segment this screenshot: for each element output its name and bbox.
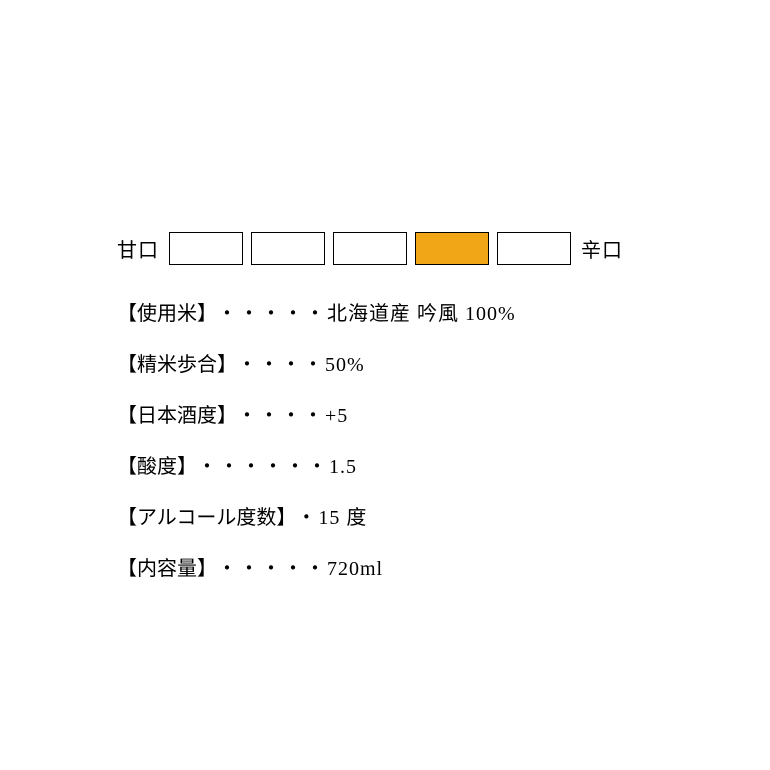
spec-row-3: 【酸度】・・・・・・ 1.5 (117, 450, 657, 479)
spec-row-1: 【精米歩合】・・・・50% (117, 348, 657, 377)
scale-box-3 (415, 232, 489, 265)
spec-label: 【内容量】 (117, 552, 217, 581)
spec-dots: ・・・・・・ (197, 450, 329, 479)
spec-value: 720ml (327, 558, 383, 581)
spec-dots: ・・・・・ (217, 297, 327, 326)
spec-dots: ・・・・ (237, 348, 325, 377)
spec-value: 北海道産 吟風 100% (327, 297, 516, 326)
scale-label-sweet: 甘口 (117, 234, 159, 263)
spec-row-5: 【内容量】・・・・・720ml (117, 552, 657, 581)
spec-label: 【精米歩合】 (117, 348, 237, 377)
spec-value: 15 度 (318, 501, 367, 530)
scale-box-1 (251, 232, 325, 265)
spec-label: 【アルコール度数】 (117, 501, 296, 530)
scale-box-0 (169, 232, 243, 265)
scale-label-dry: 辛口 (581, 234, 623, 263)
spec-row-2: 【日本酒度】・・・・+5 (117, 399, 657, 428)
scale-box-2 (333, 232, 407, 265)
scale-box-4 (497, 232, 571, 265)
spec-value: +5 (325, 405, 348, 428)
scale-boxes (169, 232, 571, 265)
spec-dots: ・・・・ (237, 399, 325, 428)
spec-dots: ・・・・・ (217, 552, 327, 581)
taste-scale: 甘口 辛口 (117, 232, 657, 265)
spec-label: 【酸度】 (117, 450, 197, 479)
spec-label: 【使用米】 (117, 297, 217, 326)
spec-row-4: 【アルコール度数】・15 度 (117, 501, 657, 530)
spec-list: 【使用米】・・・・・北海道産 吟風 100%【精米歩合】・・・・50%【日本酒度… (117, 297, 657, 581)
spec-dots: ・ (296, 501, 318, 530)
spec-row-0: 【使用米】・・・・・北海道産 吟風 100% (117, 297, 657, 326)
spec-label: 【日本酒度】 (117, 399, 237, 428)
spec-value: 1.5 (329, 456, 357, 479)
spec-value: 50% (325, 354, 365, 377)
